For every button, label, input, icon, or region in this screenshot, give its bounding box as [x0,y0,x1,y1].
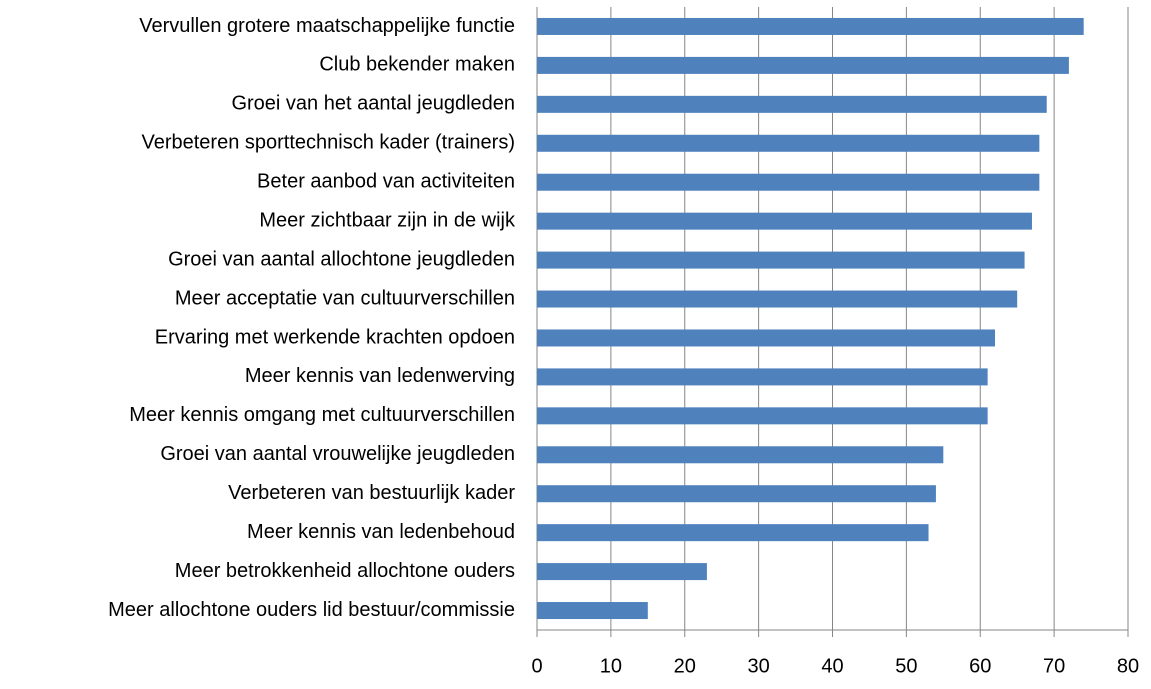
y-tick-label: Groei van aantal allochtone jeugdleden [168,248,515,270]
x-tick-label: 60 [969,655,991,677]
bar [537,446,944,464]
bar [537,56,1069,74]
y-tick-label: Meer zichtbaar zijn in de wijk [259,209,516,231]
bar [537,329,996,347]
x-tick-label: 30 [748,655,770,677]
bar [537,173,1040,191]
x-tick-label: 40 [821,655,843,677]
bar [537,212,1032,230]
y-tick-label: Ervaring met werkende krachten opdoen [155,326,515,348]
bar [537,524,929,542]
bar [537,17,1084,35]
x-tick-label: 0 [531,655,542,677]
bar [537,485,936,503]
y-tick-label: Vervullen grotere maatschappelijke funct… [139,15,515,37]
bar [537,602,648,620]
y-tick-label: Verbeteren van bestuurlijk kader [228,482,515,504]
y-tick-label: Verbeteren sporttechnisch kader (trainer… [141,132,515,154]
bar [537,134,1040,152]
x-tick-label: 50 [895,655,917,677]
bar [537,407,988,425]
y-tick-label: Beter aanbod van activiteiten [257,171,515,193]
bar [537,251,1025,269]
y-tick-label: Meer kennis omgang met cultuurverschille… [129,404,515,426]
x-tick-label: 10 [600,655,622,677]
y-tick-label: Meer kennis van ledenbehoud [247,521,515,543]
bar [537,95,1047,113]
x-tick-label: 20 [674,655,696,677]
x-tick-label: 80 [1117,655,1139,677]
y-tick-label: Meer allochtone ouders lid bestuur/commi… [108,599,515,621]
y-tick-label: Club bekender maken [319,54,515,76]
bar [537,368,988,386]
y-tick-label: Meer betrokkenheid allochtone ouders [175,560,515,582]
bar [537,563,707,581]
y-tick-label: Meer kennis van ledenwerving [245,365,515,387]
y-tick-label: Meer acceptatie van cultuurverschillen [175,287,515,309]
y-tick-label: Groei van aantal vrouwelijke jeugdleden [160,443,515,465]
y-tick-label: Groei van het aantal jeugdleden [231,93,515,115]
bar [537,290,1018,308]
x-tick-label: 70 [1043,655,1065,677]
